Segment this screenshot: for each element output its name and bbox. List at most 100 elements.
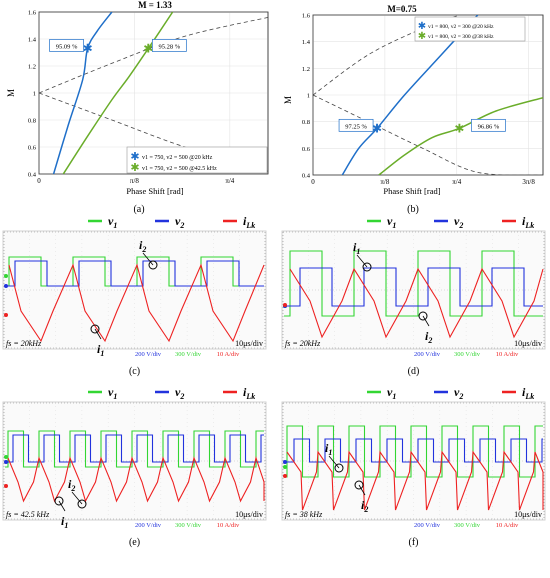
legend-box [414,16,526,42]
legend-var: v [387,214,393,228]
annotation-leader [358,484,366,496]
channel-marker-iLk [283,474,287,478]
x-axis-label: Phase Shift [rad] [383,186,440,196]
annotation-var: i [61,514,65,528]
efficiency-label-box [151,39,187,52]
annotation-label: i2 [425,329,432,345]
x-tick-label: π/8 [130,177,139,185]
legend-label: iLk [522,385,534,401]
legend-label: v2 [175,214,184,230]
legend-entry: v1 = 800, v2 = 300 @20 kHz [428,24,494,30]
switching-frequency-label: fs = 20kHz [285,339,321,348]
panel-label: (f) [409,537,419,548]
waveform-v2 [5,260,264,287]
switching-frequency-label: fs = 42.5 kHz [6,510,50,519]
switching-frequency-label: fs = 20kHz [6,339,42,348]
annotation-leader [142,252,154,266]
legend-var: i [243,385,247,399]
efficiency-label-box [338,118,374,132]
y-tick-label: 1.2 [28,64,36,71]
legend-var: i [522,214,526,228]
legend-subscript: 2 [179,221,184,230]
annotation-subscript: 1 [328,448,332,457]
channel-marker-iLk [4,484,8,488]
y-axis-label: M [6,89,16,97]
operating-point-marker: ✱ [372,121,382,135]
channel-scale-label: 10 A/div [496,351,519,358]
channel-scale-label: 300 V/div [454,522,481,529]
timebase-label: 10μs/div [235,339,263,348]
channel-scale-label: 300 V/div [454,351,481,358]
panel-label: (d) [408,366,420,377]
annotation-var: i [139,238,143,252]
legend-entry: v1 = 750, v2 = 500 @42.5 kHz [142,166,217,172]
waveform-v1 [5,430,264,468]
channel-marker-v1 [283,465,287,469]
waveform-iLk [7,455,265,503]
x-tick-label: π/4 [225,177,234,185]
channel-marker-iLk [283,303,287,307]
series-line-blue [341,15,479,175]
legend-var: v [387,385,393,399]
legend-var: i [522,385,526,399]
x-tick-label: 0 [311,178,315,186]
annotation-subscript: 1 [356,247,360,256]
legend-label: v1 [108,385,117,401]
legend-label: iLk [522,214,534,230]
annotation-leader [328,455,340,469]
channel-marker-v2 [4,284,8,288]
timebase-label: 10μs/div [235,510,263,519]
annotation-var: i [353,240,357,254]
legend-subscript: Lk [245,392,255,401]
panel-label: (c) [129,366,140,377]
efficiency-label-box [471,118,506,132]
legend-subscript: Lk [524,221,534,230]
annotation-circle [148,260,158,270]
channel-scale-label: 300 V/div [175,351,202,358]
annotation-subscript: 2 [363,505,368,514]
y-tick-label: 1 [307,93,310,100]
legend-marker-blue: ✱ [130,151,139,163]
x-axis-label: Phase Shift [rad] [126,186,183,196]
legend-box [126,146,268,174]
chart-title: M=0.75 [387,4,417,14]
legend-label: v1 [108,214,117,230]
y-tick-label: 1.4 [28,37,37,44]
x-tick-label: π/4 [452,178,461,186]
legend-label: iLk [243,214,255,230]
legend-var: v [454,214,460,228]
panel-label: (a) [133,204,144,215]
efficiency-label: 96.86 % [478,123,500,130]
annotation-circle [90,324,100,334]
channel-marker-v1 [4,274,8,278]
legend: ✱ v1 = 750, v2 = 500 @20 kHz ✱ v1 = 750,… [126,146,268,174]
legend-var: v [175,214,181,228]
channel-scale-label: 10 A/div [496,522,519,529]
annotation-subscript: 1 [100,349,104,358]
series-line-green [62,12,174,174]
annotation-label: i1 [61,514,68,530]
channel-marker-v1 [4,455,8,459]
annotation-label: i1 [325,441,332,457]
annotation-subscript: 2 [427,336,432,345]
legend-var: v [175,385,181,399]
waveform-v2 [284,267,543,307]
annotation-var: i [361,498,365,512]
legend-subscript: Lk [245,221,255,230]
legend-marker-green: ✱ [418,31,426,42]
efficiency-label: 95.09 % [56,43,78,50]
chart-a: 0.4 0.6 0.8 1 1.2 1.4 1.6 0 π/8 π/4 ✱ 95.09 % ✱ 95.28… [6,0,269,215]
zvs-boundary-line [313,94,543,175]
annotation-subscript: 2 [141,245,146,254]
y-tick-label: 0.6 [28,145,37,152]
legend-subscript: 2 [458,221,463,230]
legend-label: v2 [454,214,463,230]
x-tick-label: π/8 [380,178,389,186]
annotation-label: i2 [139,238,146,254]
switching-frequency-label: fs = 38 kHz [285,510,323,519]
channel-scale-label: 200 V/div [414,351,441,358]
x-tick-label: 3π/8 [522,178,535,186]
